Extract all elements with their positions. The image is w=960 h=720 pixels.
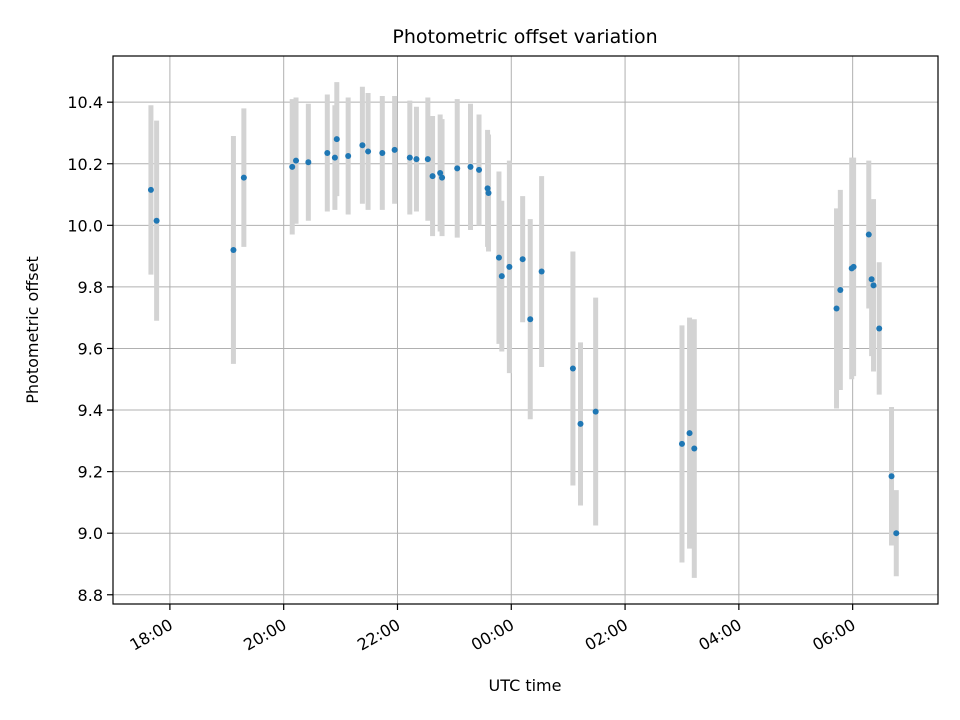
data-point	[289, 163, 296, 170]
data-point	[850, 263, 857, 270]
y-tick-label: 9.6	[78, 339, 103, 358]
data-point	[365, 148, 372, 155]
y-tick-label: 8.8	[78, 586, 103, 605]
y-axis-ticks: 8.8 9.0 9.2 9.4 9.6 9.8 10.0 10.2 10.4	[67, 93, 113, 605]
y-tick-label: 9.0	[78, 524, 103, 543]
data-point	[153, 217, 160, 224]
data-point	[686, 430, 693, 437]
data-point	[147, 186, 154, 193]
data-point	[324, 149, 331, 156]
data-point	[495, 254, 502, 261]
y-tick-label: 9.2	[78, 463, 103, 482]
data-point	[240, 174, 247, 181]
data-point	[429, 173, 436, 180]
data-point	[391, 146, 398, 153]
grid-lines	[113, 56, 938, 604]
data-point	[424, 156, 431, 163]
data-point	[527, 316, 534, 323]
data-point	[519, 256, 526, 263]
data-point	[833, 305, 840, 312]
data-point	[406, 154, 413, 161]
data-point	[345, 153, 352, 160]
data-point	[333, 136, 340, 143]
data-point	[305, 159, 312, 166]
data-point	[870, 282, 877, 289]
data-point	[888, 473, 895, 480]
data-point	[577, 420, 584, 427]
data-point	[331, 154, 338, 161]
data-point	[506, 263, 513, 270]
data-point	[498, 273, 505, 280]
data-point	[485, 190, 492, 196]
data-point	[379, 149, 386, 156]
data-point	[484, 185, 491, 192]
y-tick-label: 9.4	[78, 401, 103, 420]
data-point	[538, 268, 545, 275]
data-point	[569, 365, 576, 372]
data-point	[467, 163, 474, 170]
data-point	[293, 157, 300, 164]
data-point	[837, 286, 844, 293]
data-points	[147, 136, 900, 537]
data-point	[359, 142, 366, 149]
y-tick-label: 10.4	[67, 93, 103, 112]
data-point	[691, 445, 698, 452]
data-point	[437, 169, 444, 176]
data-point	[876, 325, 883, 332]
data-point	[678, 440, 685, 447]
x-axis-label: UTC time	[489, 676, 562, 695]
data-point	[865, 231, 872, 238]
y-axis-label: Photometric offset	[23, 256, 42, 404]
y-tick-label: 10.0	[67, 216, 103, 235]
y-tick-label: 10.2	[67, 155, 103, 174]
data-point	[893, 530, 900, 537]
chart-title: Photometric offset variation	[392, 26, 657, 48]
data-point	[413, 156, 420, 163]
data-point	[476, 166, 483, 173]
plot-area-frame	[112, 55, 939, 605]
data-point	[592, 408, 599, 415]
data-point	[439, 174, 446, 181]
data-point	[230, 246, 237, 253]
data-point	[454, 165, 461, 172]
data-point	[868, 276, 875, 283]
y-tick-label: 9.8	[78, 278, 103, 297]
